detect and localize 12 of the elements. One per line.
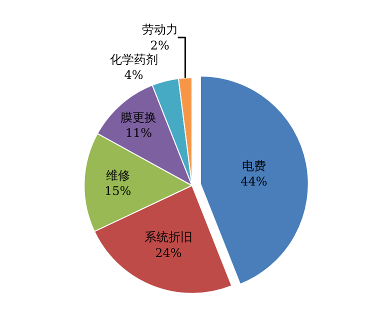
data-label: 44% <box>240 174 268 188</box>
data-label: 4% <box>124 68 144 82</box>
slice-label: 化学药剂 <box>110 52 158 66</box>
data-label: 15% <box>104 184 132 198</box>
slice-label: 系统折旧 <box>144 230 192 244</box>
slice-label: 电费 <box>242 158 266 173</box>
data-label: 2% <box>150 38 170 52</box>
data-label: 11% <box>125 126 152 140</box>
data-label: 24% <box>155 246 182 260</box>
slice-label: 膜更换 <box>120 110 157 124</box>
slice-label: 维修 <box>106 168 130 182</box>
slice-label: 劳动力 <box>142 22 178 37</box>
